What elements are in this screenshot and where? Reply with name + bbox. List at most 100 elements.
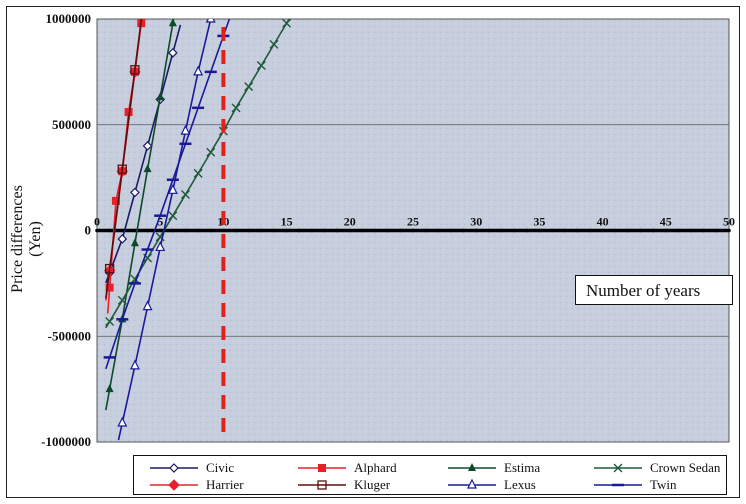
- x-tick-mark: [449, 228, 453, 233]
- data-point-lexus: [142, 300, 153, 311]
- x-tick-label: 35: [533, 215, 545, 229]
- data-point-crown-sedan: [117, 295, 127, 305]
- x-tick-mark: [234, 228, 238, 233]
- data-point-crown-sedan: [105, 316, 115, 326]
- x-tick-mark: [436, 228, 441, 233]
- x-tick-mark: [524, 228, 529, 233]
- data-point-alphard: [105, 283, 114, 292]
- series-kluger: [104, 19, 143, 299]
- x-tick-mark: [588, 228, 592, 233]
- x-tick-mark: [398, 228, 403, 233]
- legend-marker-crown-sedan: [613, 463, 623, 473]
- x-tick-mark: [411, 228, 415, 233]
- legend-marker-harrier: [168, 479, 180, 491]
- data-point-civic: [142, 141, 153, 151]
- data-point-lexus: [205, 19, 216, 23]
- legend-marker-estima: [468, 463, 476, 471]
- x-tick-mark: [423, 228, 428, 233]
- x-tick-label: 25: [407, 215, 419, 229]
- x-tick-mark: [689, 228, 693, 233]
- data-point-crown-sedan: [244, 82, 254, 92]
- x-tick-mark: [259, 228, 264, 233]
- y-tick-label: -500000: [48, 328, 91, 343]
- x-tick-mark: [310, 228, 314, 233]
- legend-swatch-kluger: [298, 480, 346, 490]
- legend-label-crown-sedan: Crown Sedan: [650, 460, 721, 475]
- x-tick-mark: [208, 228, 213, 233]
- x-tick-label: 0: [94, 215, 100, 229]
- x-tick-mark: [221, 228, 226, 233]
- legend-swatch-crown-sedan: [594, 463, 642, 473]
- x-tick-mark: [664, 228, 668, 233]
- x-tick-mark: [348, 228, 352, 233]
- data-point-estima: [156, 92, 165, 101]
- legend-swatch-twin: [594, 483, 642, 487]
- x-tick-mark: [474, 228, 479, 233]
- series-layer: [103, 19, 292, 441]
- x-tick-mark: [487, 228, 491, 233]
- legend-label-estima: Estima: [504, 460, 541, 475]
- x-tick-mark: [385, 228, 390, 233]
- data-point-kluger: [130, 65, 140, 75]
- x-tick-mark: [107, 228, 112, 233]
- x-axis-ticks: 05101520253035404550: [94, 215, 735, 233]
- x-tick-mark: [727, 228, 731, 233]
- y-tick-label: 0: [85, 223, 92, 238]
- x-tick-label: 50: [723, 215, 735, 229]
- series-line-kluger: [105, 19, 143, 299]
- data-point-estima: [168, 19, 177, 27]
- data-point-kluger: [117, 164, 127, 174]
- data-point-lexus: [155, 241, 166, 252]
- legend-swatch-estima: [448, 463, 496, 471]
- legend-swatch-alphard: [298, 464, 346, 472]
- x-tick-label: 30: [470, 215, 482, 229]
- data-point-kluger: [104, 263, 115, 274]
- x-tick-mark: [461, 228, 466, 233]
- data-point-estima: [143, 164, 152, 173]
- legend-label-twin: Twin: [650, 477, 677, 492]
- data-point-lexus: [117, 416, 128, 427]
- data-point-lexus: [193, 65, 204, 76]
- x-tick-mark: [714, 228, 719, 233]
- legend-label-harrier: Harrier: [206, 477, 244, 492]
- legend-swatch-harrier: [150, 479, 198, 491]
- x-tick-mark: [373, 228, 377, 233]
- y-axis-label-line-1: Price differences: [9, 185, 26, 293]
- series-line-twin: [105, 19, 231, 370]
- x-tick-mark: [183, 228, 188, 233]
- x-tick-mark: [322, 228, 327, 233]
- x-tick-mark: [246, 228, 251, 233]
- x-tick-mark: [638, 228, 643, 233]
- x-tick-mark: [626, 228, 630, 233]
- y-tick-label: 500000: [52, 117, 91, 132]
- x-tick-mark: [284, 228, 289, 233]
- legend: Civic Alphard Estima Crown Sedan Harrier Klug…: [133, 455, 727, 495]
- x-tick-mark: [171, 228, 175, 233]
- legend-label-civic: Civic: [206, 460, 235, 475]
- data-point-estima: [105, 384, 114, 393]
- data-point-civic: [167, 47, 178, 58]
- x-tick-label: 40: [597, 215, 609, 229]
- x-tick-mark: [512, 228, 516, 233]
- x-tick-mark: [575, 228, 580, 233]
- x-tick-mark: [297, 228, 302, 233]
- y-axis-label: Price differences (Yen): [9, 185, 45, 293]
- x-tick-mark: [360, 228, 365, 233]
- data-point-lexus: [129, 359, 140, 370]
- x-tick-label: 15: [281, 215, 293, 229]
- data-point-alphard: [124, 108, 133, 117]
- data-point-crown-sedan: [180, 190, 190, 200]
- x-tick-mark: [562, 228, 567, 233]
- x-tick-mark: [651, 228, 655, 233]
- data-point-civic: [117, 234, 128, 244]
- x-tick-mark: [550, 228, 554, 233]
- legend-swatch-lexus: [448, 478, 496, 489]
- x-tick-mark: [95, 228, 99, 233]
- y-axis-ticks: 1000000 500000 0 -500000 -1000000: [41, 11, 91, 449]
- x-tick-mark: [676, 228, 681, 233]
- x-tick-mark: [537, 228, 542, 233]
- x-tick-mark: [613, 228, 618, 233]
- y-axis-label-line-2: (Yen): [27, 221, 44, 257]
